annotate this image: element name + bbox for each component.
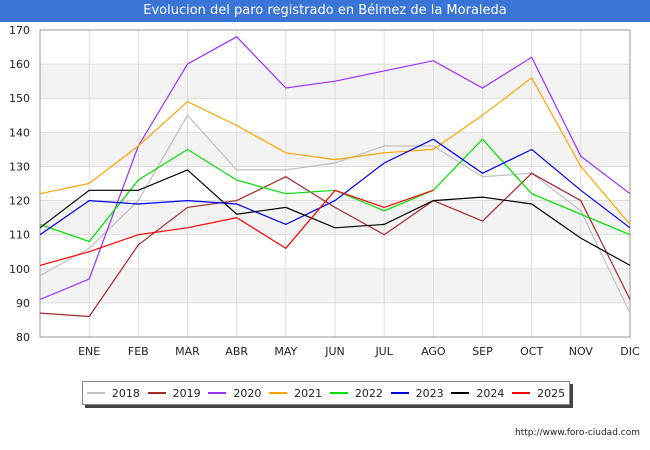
y-tick-label: 110 <box>9 229 30 242</box>
legend-swatch <box>512 392 531 394</box>
y-tick-label: 150 <box>9 92 30 105</box>
series-lines <box>39 36 631 318</box>
legend: 2018 2019 2020 2021 2022 2023 2024 2025 <box>82 381 570 405</box>
legend-item-2021: 2021 <box>269 387 322 400</box>
series-line-2024 <box>39 169 631 266</box>
legend-item-2018: 2018 <box>86 386 140 400</box>
legend-swatch <box>451 392 470 394</box>
y-axis-ticks: 80 90 100 110 120 130 140 150 160 170 <box>9 24 30 344</box>
series-line-2025 <box>39 189 434 266</box>
series-line-2019 <box>39 172 631 318</box>
y-tick-label: 160 <box>9 58 30 71</box>
y-tick-label: 130 <box>9 160 30 173</box>
legend-swatch <box>86 392 105 394</box>
legend-item-2023: 2023 <box>390 386 444 400</box>
legend-label: 2021 <box>294 386 323 400</box>
legend-label: 2023 <box>415 386 444 400</box>
legend-swatch <box>208 392 227 394</box>
chart-title: Evolucion del paro registrado en Bélmez … <box>0 0 650 22</box>
legend-item-2024: 2024 <box>451 387 504 400</box>
x-tick-label: ABR <box>225 345 248 358</box>
x-tick-label: OCT <box>520 345 543 358</box>
legend-label: 2018 <box>111 386 140 400</box>
legend-label: 2025 <box>537 386 566 400</box>
x-tick-label: MAR <box>175 345 200 358</box>
y-tick-label: 120 <box>9 195 30 208</box>
legend-item-2025: 2025 <box>512 387 565 400</box>
x-axis-ticks: ENE FEB MAR ABR MAY JUN JUL AGO SEP OCT NOV DIC <box>78 345 640 358</box>
legend-swatch <box>329 392 348 394</box>
x-tick-label: ENE <box>78 345 100 358</box>
legend-item-2019: 2019 <box>147 386 201 400</box>
x-tick-label: JUL <box>374 345 393 358</box>
plot-frame <box>39 29 631 338</box>
legend-swatch <box>269 392 288 394</box>
y-tick-label: 90 <box>16 297 30 310</box>
x-tick-label: AGO <box>421 345 446 358</box>
series-line-2021 <box>39 76 631 225</box>
x-tick-label: SEP <box>472 345 493 358</box>
legend-label: 2024 <box>476 386 505 400</box>
x-tick-label: MAY <box>274 345 297 358</box>
y-tick-label: 100 <box>9 263 30 276</box>
legend-label: 2019 <box>172 386 201 400</box>
legend-item-2022: 2022 <box>329 386 383 400</box>
legend-swatch <box>147 392 166 394</box>
y-tick-label: 170 <box>9 24 30 37</box>
x-tick-label: JUN <box>324 345 345 358</box>
series-line-2023 <box>39 138 631 236</box>
legend-label: 2022 <box>354 386 383 400</box>
y-tick-label: 140 <box>9 126 30 139</box>
x-tick-label: NOV <box>569 345 594 358</box>
legend-swatch <box>390 392 409 394</box>
legend-item-2020: 2020 <box>208 387 261 400</box>
line-chart: 80 90 100 110 120 130 140 150 160 170 ENE FEB MAR AB… <box>9 24 640 358</box>
source-url[interactable]: http://www.foro-ciudad.com <box>515 428 640 438</box>
y-tick-label: 80 <box>16 331 30 344</box>
x-tick-label: FEB <box>128 345 149 358</box>
legend-label: 2020 <box>233 386 262 400</box>
x-tick-label: DIC <box>620 345 640 358</box>
